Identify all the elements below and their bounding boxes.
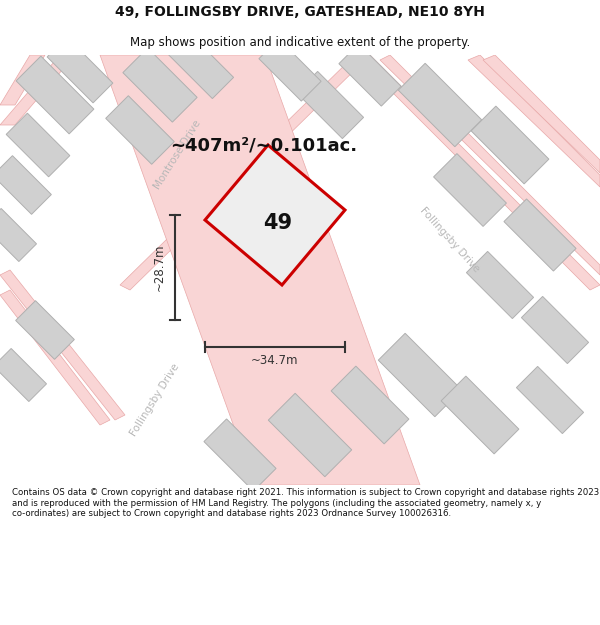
Polygon shape xyxy=(123,48,197,122)
Polygon shape xyxy=(434,154,506,226)
Polygon shape xyxy=(0,209,37,261)
Polygon shape xyxy=(268,393,352,477)
Polygon shape xyxy=(296,71,364,139)
Polygon shape xyxy=(378,333,462,417)
Polygon shape xyxy=(468,55,600,187)
Polygon shape xyxy=(441,376,519,454)
Polygon shape xyxy=(380,55,600,275)
Polygon shape xyxy=(0,270,125,420)
Polygon shape xyxy=(0,349,47,401)
Polygon shape xyxy=(483,55,600,173)
Polygon shape xyxy=(517,366,584,434)
Polygon shape xyxy=(0,55,75,125)
Polygon shape xyxy=(100,55,420,485)
Polygon shape xyxy=(259,39,321,101)
Polygon shape xyxy=(106,96,174,164)
Text: ~407m²/~0.101ac.: ~407m²/~0.101ac. xyxy=(170,136,357,154)
Polygon shape xyxy=(204,419,276,491)
Polygon shape xyxy=(331,366,409,444)
Text: Follingsby Drive: Follingsby Drive xyxy=(418,206,482,274)
Polygon shape xyxy=(398,63,482,147)
Text: ~28.7m: ~28.7m xyxy=(152,244,166,291)
Text: Montrose Drive: Montrose Drive xyxy=(152,119,203,191)
Polygon shape xyxy=(205,145,345,285)
Text: Contains OS data © Crown copyright and database right 2021. This information is : Contains OS data © Crown copyright and d… xyxy=(12,488,599,518)
Polygon shape xyxy=(16,56,94,134)
Polygon shape xyxy=(0,55,45,105)
Polygon shape xyxy=(339,44,401,106)
Polygon shape xyxy=(0,156,52,214)
Text: ~34.7m: ~34.7m xyxy=(251,354,299,367)
Polygon shape xyxy=(16,301,74,359)
Text: Map shows position and indicative extent of the property.: Map shows position and indicative extent… xyxy=(130,36,470,49)
Polygon shape xyxy=(471,106,549,184)
Text: Follingsby Drive: Follingsby Drive xyxy=(128,362,181,438)
Text: 49, FOLLINGSBY DRIVE, GATESHEAD, NE10 8YH: 49, FOLLINGSBY DRIVE, GATESHEAD, NE10 8Y… xyxy=(115,5,485,19)
Polygon shape xyxy=(360,55,600,290)
Polygon shape xyxy=(466,251,533,319)
Polygon shape xyxy=(521,296,589,364)
Polygon shape xyxy=(504,199,576,271)
Polygon shape xyxy=(166,31,233,99)
Polygon shape xyxy=(0,290,110,425)
Polygon shape xyxy=(120,55,365,290)
Text: 49: 49 xyxy=(263,213,293,233)
Polygon shape xyxy=(47,37,113,103)
Polygon shape xyxy=(6,113,70,177)
